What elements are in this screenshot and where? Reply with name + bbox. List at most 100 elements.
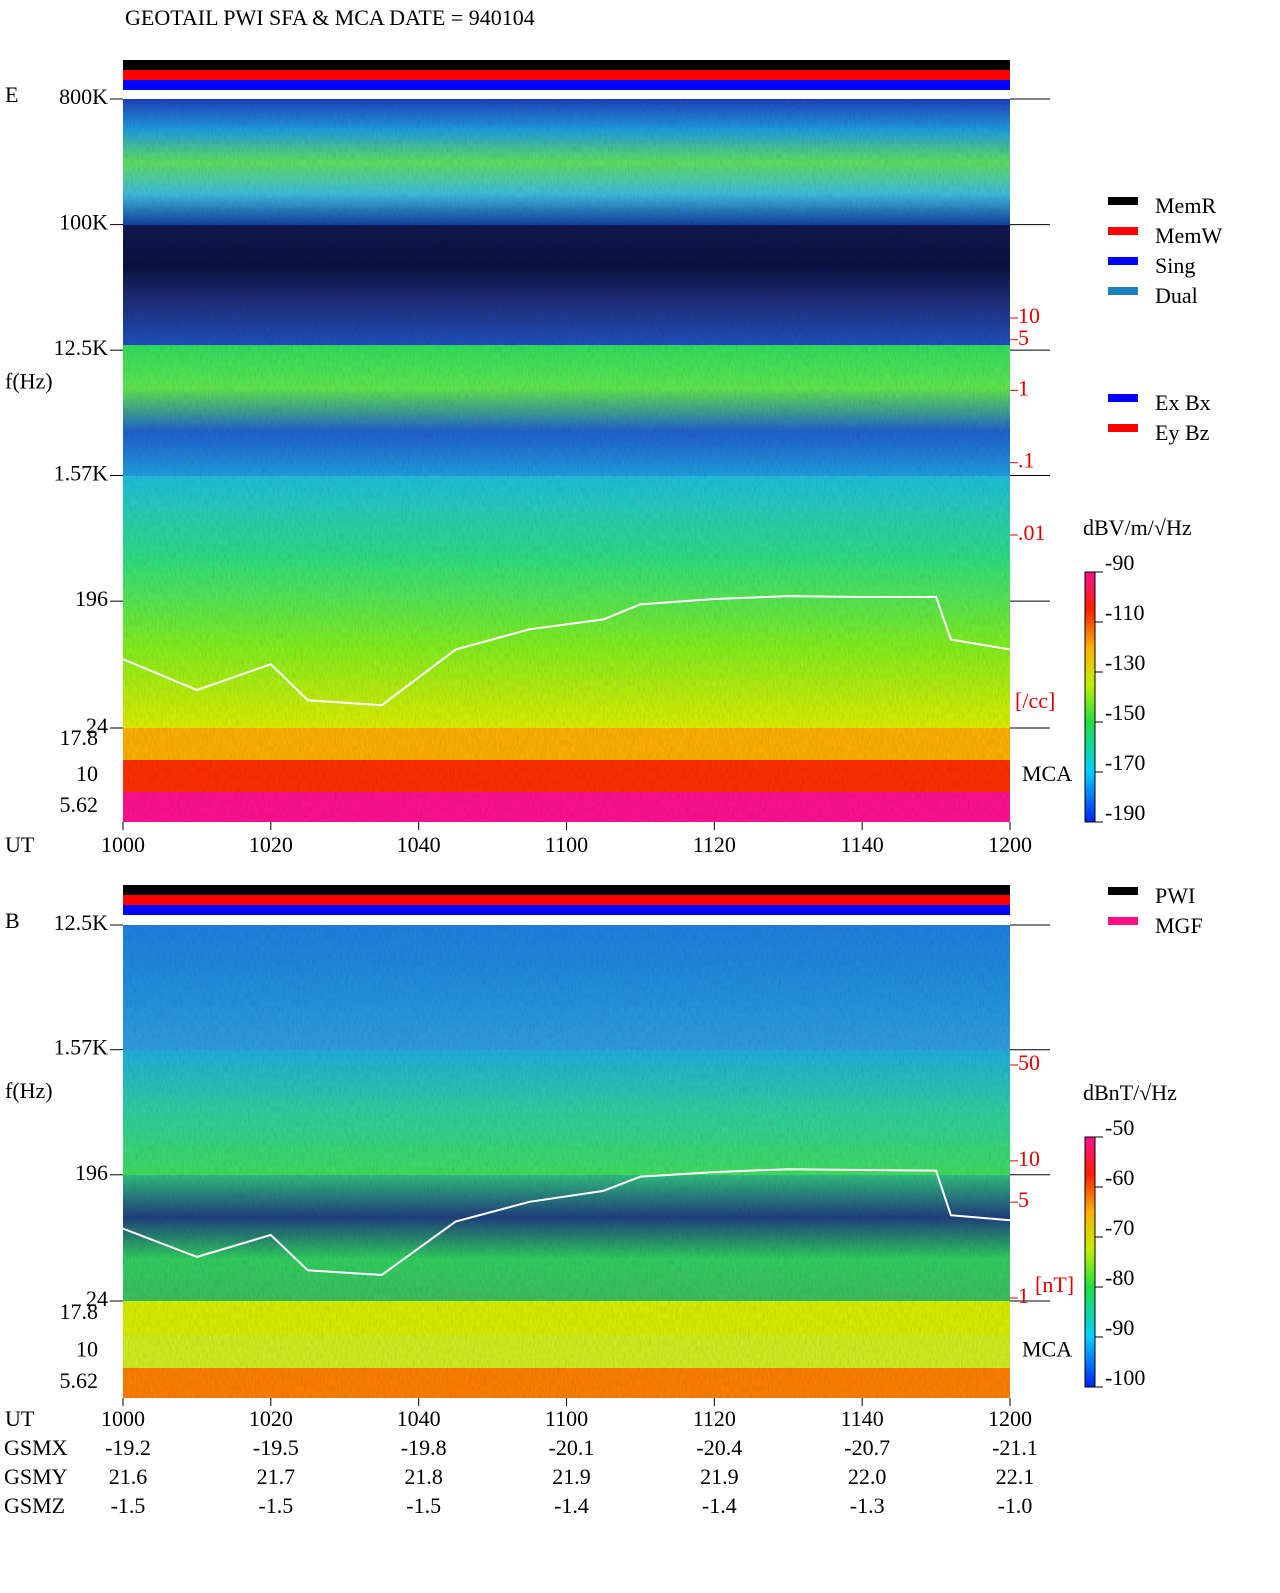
orbit-value: -1.0 [998,1493,1033,1518]
y-tick-label: 24 [86,1286,108,1311]
orbit-value: 22.1 [996,1464,1035,1489]
colorbar-tick-label: -90 [1105,550,1134,575]
y-tick-label: 1.57K [54,461,109,486]
x-tick-label: 1020 [249,1406,293,1431]
legend-swatch [1108,424,1138,432]
x-tick-label: 1100 [545,832,588,857]
texture [123,99,1010,822]
orbit-value: -19.5 [253,1435,299,1460]
colorbar [1084,571,1096,823]
texture [123,925,1010,1398]
density-tick-label: 5 [1018,325,1029,350]
colorbar-label: dBV/m/√Hz [1083,515,1192,540]
orbit-row-label: GSMX [4,1435,68,1460]
status-strip [123,80,1010,90]
status-strip [123,60,1010,70]
density-line [122,595,1011,707]
orbit-value: -1.4 [702,1493,737,1518]
orbit-value: -20.4 [696,1435,742,1460]
legend-swatch [1108,917,1138,925]
legend-swatch [1108,227,1138,235]
orbit-value: -20.7 [844,1435,890,1460]
density-tick-label: .01 [1018,520,1046,545]
colorbar-tick-label: -80 [1105,1265,1134,1290]
colorbar-tick-label: -110 [1105,600,1145,625]
orbit-value: -1.4 [554,1493,589,1518]
mca-channel-label: 5.62 [60,1368,99,1393]
orbit-value: -1.3 [850,1493,885,1518]
colorbar-tick-label: -60 [1105,1165,1134,1190]
legend-swatch [1108,394,1138,402]
x-tick-label: 1140 [841,832,884,857]
y-tick-label: 100K [59,210,108,235]
orbit-value: 21.6 [109,1464,148,1489]
colorbar-tick-label: -130 [1105,650,1145,675]
x-tick-label: 1120 [693,832,736,857]
colorbar [1084,1136,1096,1388]
orbit-value: -19.8 [401,1435,447,1460]
legend-label: Ey Bz [1155,420,1210,445]
panel-label: B [5,908,20,933]
orbit-value: 21.7 [257,1464,296,1489]
y-tick-label: 800K [59,84,108,109]
orbit-value: 22.0 [848,1464,887,1489]
mca-label: MCA [1022,1337,1072,1362]
density-tick-label: 10 [1018,303,1040,328]
density-tick-label: .1 [1018,448,1035,473]
y-tick-label: 1.57K [54,1035,109,1060]
x-tick-label: 1000 [101,832,145,857]
density-tick-label: 10 [1018,1146,1040,1171]
y-tick-label: 12.5K [54,335,109,360]
colorbar-tick-label: -150 [1105,700,1145,725]
orbit-value: -21.1 [992,1435,1038,1460]
status-strip [123,70,1010,80]
legend-label: MemR [1155,193,1216,218]
legend-label: MGF [1155,913,1203,938]
x-label: UT [5,832,35,857]
orbit-value: 21.8 [404,1464,443,1489]
density-unit: [nT] [1035,1272,1074,1297]
status-strip [123,895,1010,905]
colorbar-label: dBnT/√Hz [1083,1080,1177,1105]
x-tick-label: 1000 [101,1406,145,1431]
orbit-row-label: GSMY [4,1464,68,1489]
orbit-value: -19.2 [105,1435,151,1460]
mca-channel-label: 17.8 [60,1299,99,1324]
orbit-value: -1.5 [406,1493,441,1518]
density-unit: [/cc] [1015,688,1055,713]
x-tick-label: 1040 [397,1406,441,1431]
legend-label: PWI [1155,883,1195,908]
mca-channel-label: 17.8 [60,725,99,750]
y-tick-label: 12.5K [54,910,109,935]
mca-channel-label: 10 [76,1337,98,1362]
panel-label: E [5,82,18,107]
colorbar-tick-label: -90 [1105,1315,1134,1340]
legend-swatch [1108,287,1138,295]
legend-swatch [1108,197,1138,205]
x-tick-label: 1020 [249,832,293,857]
mca-label: MCA [1022,761,1072,786]
x-label: UT [5,1406,35,1431]
status-strip [123,885,1010,895]
title: GEOTAIL PWI SFA & MCA DATE = 940104 [125,5,535,30]
density-tick-label: 50 [1018,1050,1040,1075]
orbit-value: -1.5 [258,1493,293,1518]
x-tick-label: 1040 [397,832,441,857]
x-tick-label: 1140 [841,1406,884,1431]
legend-swatch [1108,257,1138,265]
y-tick-label: 196 [75,1160,108,1185]
colorbar-tick-label: -170 [1105,750,1145,775]
density-tick-label: 1 [1018,1283,1029,1308]
orbit-row-label: GSMZ [4,1493,65,1518]
colorbar-tick-label: -190 [1105,800,1145,825]
colorbar-tick-label: -70 [1105,1215,1134,1240]
density-tick-label: 1 [1018,375,1029,400]
density-tick-label: 5 [1018,1187,1029,1212]
legend-label: Sing [1155,253,1195,278]
y-label: f(Hz) [5,369,53,394]
orbit-value: 21.9 [700,1464,739,1489]
legend-swatch [1108,887,1138,895]
y-tick-label: 196 [75,586,108,611]
x-tick-label: 1200 [988,832,1032,857]
